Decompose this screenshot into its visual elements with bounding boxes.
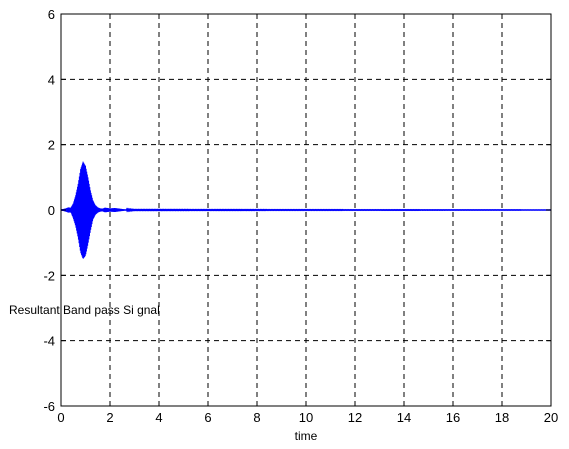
x-tick-label: 18	[495, 410, 509, 425]
x-tick-label: 14	[397, 410, 411, 425]
y-tick-label: 6	[48, 7, 55, 22]
y-axis-label: Resultant Band pass Si gnal	[9, 303, 160, 317]
x-axis-label: time	[295, 429, 318, 443]
series-layer	[60, 161, 552, 259]
x-tick-label: 10	[299, 410, 313, 425]
x-tick-label: 2	[106, 410, 113, 425]
y-tick-label: 0	[48, 203, 55, 218]
y-tick-label: 2	[48, 138, 55, 153]
y-tick-label: -4	[43, 334, 55, 349]
x-tick-label: 20	[544, 410, 558, 425]
y-tick-label: 4	[48, 72, 55, 87]
x-tick-label: 0	[57, 410, 64, 425]
ticks: 0 2 4 6 8 10 12 14 16 18 20 -6 -4 -2 0 2 4 6	[43, 7, 558, 425]
x-tick-label: 16	[446, 410, 460, 425]
y-tick-label: -6	[43, 399, 55, 414]
x-tick-label: 6	[204, 410, 211, 425]
x-tick-label: 4	[155, 410, 162, 425]
y-tick-label: -2	[43, 268, 55, 283]
x-tick-label: 12	[348, 410, 362, 425]
x-tick-label: 8	[253, 410, 260, 425]
